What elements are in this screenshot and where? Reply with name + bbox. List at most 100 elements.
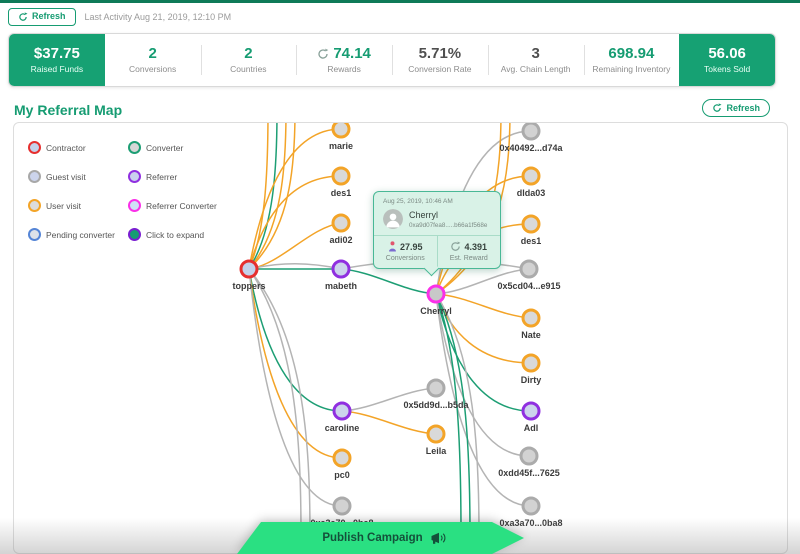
graph-node-cherryl[interactable] [426, 284, 446, 304]
referral-map-panel: toppers mabeth Cherryl marie des1 adi02 0x4049… [13, 122, 788, 554]
graph-edge [435, 293, 530, 457]
graph-node-x5dd9d[interactable] [426, 378, 446, 398]
stat-label: Rewards [327, 64, 361, 74]
graph-edge [248, 128, 342, 270]
graph-node-a3a70L[interactable] [332, 496, 352, 516]
graph-node-label: adi02 [329, 235, 352, 245]
stat-label: Raised Funds [30, 64, 84, 74]
graph-edge [435, 293, 480, 533]
graph-node-x5cd04[interactable] [519, 259, 539, 279]
stat-label: Countries [230, 64, 267, 74]
tooltip-header: Cherryl 0xa9d07fea8.....b66a1f568e [374, 205, 500, 235]
map-title: My Referral Map [14, 102, 123, 118]
legend-item-click-to-expand: Click to expand [128, 228, 217, 241]
legend-dot [128, 141, 141, 154]
stat-conversion-rate: 5.71% Conversion Rate [392, 34, 488, 86]
legend-dot [28, 170, 41, 183]
graph-edge [248, 123, 269, 270]
stat-label: Conversions [129, 64, 177, 74]
last-activity-text: Last Activity Aug 21, 2019, 12:10 PM [84, 11, 232, 22]
graph-node-des1L[interactable] [331, 166, 351, 186]
tooltip-identity: Cherryl 0xa9d07fea8.....b66a1f568e [409, 210, 487, 229]
graph-node-label: caroline [325, 423, 360, 433]
graph-node-label: 0xdd45f...7625 [498, 468, 560, 478]
graph-node-label: pc0 [334, 470, 350, 480]
graph-node-label: dlda03 [517, 188, 546, 198]
graph-node-marie[interactable] [331, 123, 351, 139]
graph-node-label: Adl [524, 423, 539, 433]
graph-node-a3a70R[interactable] [521, 496, 541, 516]
stat-value: 2 [244, 45, 253, 62]
top-bar: Refresh Last Activity Aug 21, 2019, 12:1… [0, 3, 800, 30]
graph-edge [435, 293, 462, 533]
legend-label: Referrer Converter [146, 200, 217, 211]
graph-node-label: Nate [521, 330, 541, 340]
refresh-icon [713, 103, 722, 112]
graph-node-label: des1 [331, 188, 352, 198]
person-icon [389, 241, 396, 252]
publish-banner-wrap: Publish Campaign [237, 522, 528, 554]
legend-label: Click to expand [146, 229, 205, 240]
legend-dot [28, 228, 41, 241]
graph-node-dlda03[interactable] [521, 166, 541, 186]
graph-node-des1R[interactable] [521, 214, 541, 234]
stat-value: 5.71% [418, 45, 462, 62]
stat-remaining-inventory: 698.94 Remaining Inventory [583, 34, 680, 86]
graph-edge [248, 263, 342, 270]
graph-edge [340, 268, 437, 295]
graph-node-label: toppers [232, 281, 265, 291]
graph-node-pc0[interactable] [332, 448, 352, 468]
graph-node-xdd45f[interactable] [519, 446, 539, 466]
graph-node-mabeth[interactable] [331, 259, 351, 279]
legend-item-user-visit: User visit [28, 199, 128, 212]
person-avatar-icon [383, 209, 403, 229]
conversions-value: 27.95 [399, 241, 423, 252]
graph-node-adi02[interactable] [331, 213, 351, 233]
refresh-icon [19, 11, 28, 21]
stat-label: Tokens Sold [703, 64, 751, 74]
graph-edge [248, 268, 302, 533]
graph-node-leila[interactable] [426, 424, 446, 444]
legend-label: Guest visit [46, 171, 86, 182]
graph-edge [435, 293, 532, 412]
legend-dot [128, 228, 141, 241]
legend-item-converter: Converter [128, 141, 217, 154]
legend: Contractor Converter Guest visit Referrer Us… [28, 141, 217, 241]
node-tooltip: Aug 25, 2019, 10:46 AM Cherryl 0xa9d07fe… [373, 191, 501, 276]
graph-node-toppers[interactable] [239, 259, 259, 279]
publish-campaign-button[interactable]: Publish Campaign [237, 522, 524, 554]
graph-node-nate[interactable] [521, 308, 541, 328]
graph-edge [248, 268, 311, 533]
graph-node-label: Cherryl [420, 306, 452, 316]
tooltip-name: Cherryl [409, 209, 439, 220]
refresh-button[interactable]: Refresh [8, 7, 76, 26]
graph-node-x40492[interactable] [521, 123, 541, 141]
stat-value: $37.75 [33, 45, 80, 62]
graph-node-dirty[interactable] [521, 353, 541, 373]
graph-node-caroline[interactable] [332, 401, 352, 421]
legend-label: Referrer [146, 171, 178, 182]
graph-node-label: 0x5cd04...e915 [497, 281, 560, 291]
legend-label: Converter [146, 142, 184, 153]
stat-value: 698.94 [608, 45, 655, 62]
graph-edge [341, 387, 437, 412]
graph-node-label: Leila [426, 446, 448, 456]
legend-label: Contractor [46, 142, 86, 153]
stat-value: 74.14 [317, 46, 371, 61]
map-refresh-button[interactable]: Refresh [702, 99, 770, 117]
graph-node-adl[interactable] [521, 401, 541, 421]
graph-node-label: Dirty [521, 375, 542, 385]
stat-countries: 2 Countries [200, 34, 297, 86]
graph-node-label: mabeth [325, 281, 357, 291]
top-accent-bar [0, 0, 800, 3]
graph-edge [248, 123, 278, 270]
legend-label: User visit [46, 200, 81, 211]
graph-edge [435, 293, 532, 319]
stat-rewards: 74.14 Rewards [296, 34, 392, 86]
legend-dot [28, 199, 41, 212]
tooltip-conversions: 27.95 Conversions [374, 236, 437, 268]
legend-dot [128, 199, 141, 212]
stat-value: 2 [148, 45, 157, 62]
refresh-label: Refresh [32, 11, 66, 21]
